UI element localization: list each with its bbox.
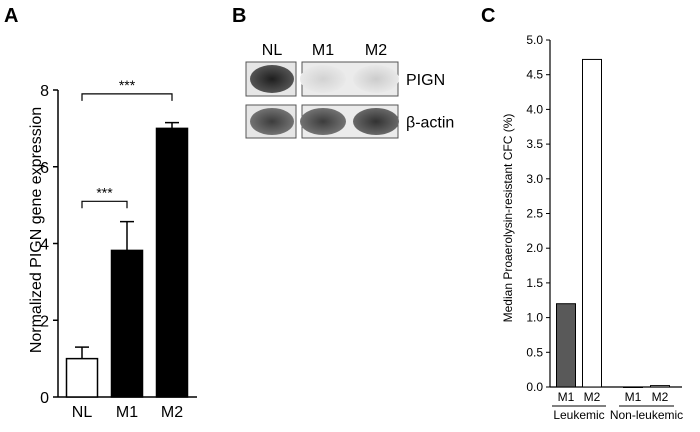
blot-band-pign-m1 [300,65,346,93]
chart-c-y-tick-label-6: 3.0 [526,172,543,186]
blot-band-actin-nl [250,108,294,135]
chart-a-significance-bracket-1 [81,93,173,101]
chart-c-y-tick-label-7: 3.5 [526,137,543,151]
chart-c-x-tick-label-1: M2 [584,390,601,404]
blot-band-actin-m2 [353,108,399,135]
chart-c-bar-3 [650,385,670,388]
blot-band-pign-nl [250,65,294,93]
blot-lane-label-m1: M1 [312,42,334,59]
chart-a-y-tick-label-3: 6 [40,160,49,177]
chart-a-y-tick-label-0: 0 [40,390,49,407]
chart-c-y-tick-label-1: 0.5 [526,345,543,359]
chart-a-y-axis-label: Normalized PIGN gene expression [28,107,45,353]
chart-c-y-tick-label-0: 0.0 [526,380,543,394]
western-blot: NL M1 M2 PIGN β-actin [245,42,454,139]
chart-c-y-axis-label: Median Proaerolysin-resistant CFC (%) [501,114,515,323]
chart-a-bar-m2 [155,127,189,398]
chart-c-group-label-0: Leukemic [553,408,604,422]
chart-a-x-tick-label-nl: NL [72,404,93,421]
panel-letter-b: B [232,5,246,27]
panel-letter-c: C [481,5,495,27]
chart-a: Normalized PIGN gene expression 0 2 4 6 8 NL M… [28,77,197,421]
chart-c-x-tick-label-2: M1 [625,390,642,404]
chart-c-bar-1 [582,58,602,388]
chart-c-y-tick-label-5: 2.5 [526,207,543,221]
blot-row-label-0: PIGN [406,72,445,89]
blot-band-pign-m2 [353,65,399,93]
chart-c-y-tick-label-10: 5.0 [526,33,543,47]
chart-c-y-tick-label-4: 2.0 [526,241,543,255]
chart-a-significance-label-1: *** [119,77,136,93]
blot-lane-label-nl: NL [262,42,283,59]
chart-c-x-tick-label-0: M1 [558,390,575,404]
chart-c-bar-2 [623,386,643,388]
chart-a-x-tick-label-m1: M1 [116,404,138,421]
chart-c-x-tick-label-3: M2 [652,390,669,404]
chart-c-y-tick-label-9: 4.5 [526,68,543,82]
chart-a-x-tick-label-m2: M2 [161,404,183,421]
blot-row-label-1: β-actin [406,115,454,132]
chart-a-y-tick-label-2: 4 [40,237,49,254]
blot-band-actin-m1 [300,108,346,135]
chart-a-bar-nl [65,357,99,398]
chart-a-bar-m1 [110,249,144,398]
chart-a-significance-bracket-0 [81,200,128,209]
panel-letter-a: A [4,5,18,27]
chart-c-group-label-1: Non-leukemic [610,408,683,422]
chart-a-y-tick-label-4: 8 [40,83,49,100]
chart-c-bar-0 [556,303,576,388]
chart-c-y-tick-label-8: 4.0 [526,102,543,116]
chart-a-significance-label-0: *** [96,184,113,200]
blot-lane-label-m2: M2 [365,42,387,59]
chart-a-y-tick-label-1: 2 [40,313,49,330]
chart-c-y-tick-label-2: 1.0 [526,311,543,325]
chart-c: Median Proaerolysin-resistant CFC (%) 0.… [501,33,683,422]
chart-c-y-tick-label-3: 1.5 [526,276,543,290]
